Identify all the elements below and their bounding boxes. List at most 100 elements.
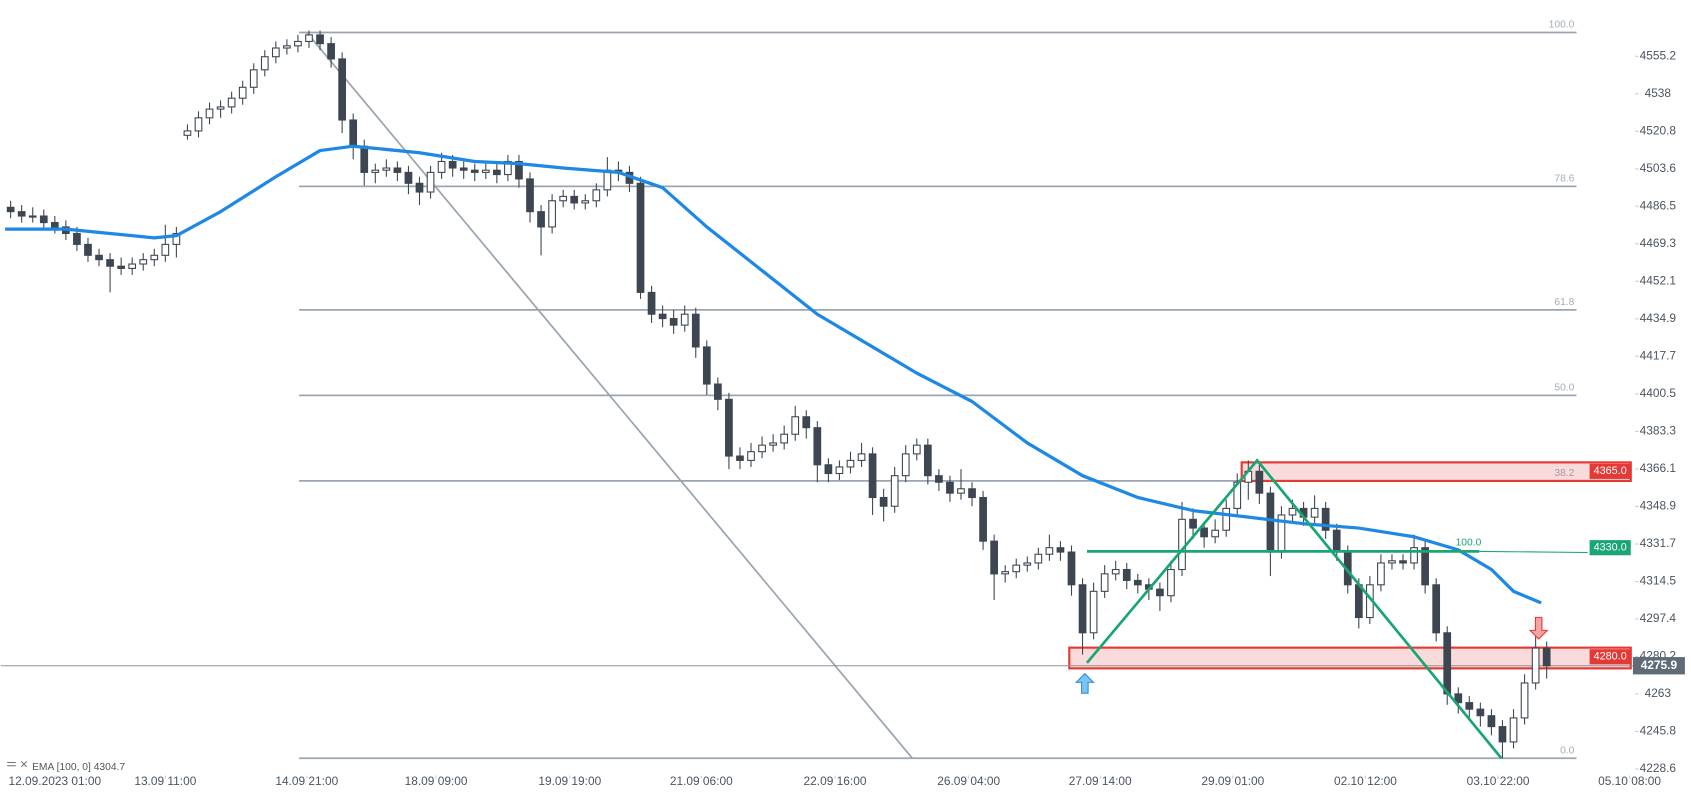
candle-body <box>1288 507 1297 516</box>
candle-body <box>371 169 380 173</box>
candle-body <box>526 178 534 213</box>
candle-body <box>1498 726 1507 743</box>
candle-body <box>515 160 523 180</box>
candle-body <box>680 313 689 326</box>
level-tag-box <box>1589 540 1631 556</box>
candle-body <box>172 232 181 245</box>
candle-body <box>1321 507 1330 531</box>
candle-body <box>327 43 335 60</box>
candle-body <box>791 416 800 435</box>
candle-body <box>824 464 833 475</box>
candle-body <box>747 451 755 461</box>
candle-body <box>128 263 137 269</box>
price-tag-box <box>1632 657 1685 675</box>
candle-body <box>636 182 645 293</box>
y-tick-label: 4417.7 <box>1640 348 1677 362</box>
candle-body <box>393 167 402 173</box>
candle-body <box>205 108 214 119</box>
close-icon[interactable] <box>20 761 28 768</box>
fib-label: 100.0 <box>1549 20 1575 31</box>
x-tick-label: 18.09 09:00 <box>405 774 468 788</box>
candle-body <box>106 259 114 267</box>
candle-body <box>846 459 855 468</box>
fib-label: 0.0 <box>1560 745 1575 756</box>
candle-body <box>1354 584 1363 619</box>
sell-arrow <box>1528 616 1549 640</box>
candle-body <box>780 433 789 444</box>
candle-body <box>968 488 976 499</box>
candle-body <box>183 130 192 136</box>
candle-body <box>470 169 479 173</box>
candle-body <box>1189 518 1197 529</box>
candle-body <box>890 475 899 507</box>
fib-label: 78.6 <box>1554 173 1574 184</box>
candle-body <box>1266 492 1275 553</box>
candle-body <box>1421 547 1429 586</box>
candle-body <box>570 195 579 204</box>
x-tick-label: 12.09.2023 01:00 <box>8 774 101 788</box>
level-line-extension <box>1479 550 1588 554</box>
candle-body <box>84 243 92 256</box>
x-tick-label: 26.09 04:00 <box>937 774 1000 788</box>
candle-body <box>702 346 711 385</box>
x-tick-label: 27.09 14:00 <box>1069 774 1132 788</box>
candle-body <box>294 40 302 47</box>
candle-body <box>559 195 568 202</box>
candle-body <box>459 167 468 171</box>
y-tick-label: 4331.7 <box>1640 536 1677 550</box>
candle-body <box>1122 568 1131 581</box>
zone-tag: 4280.0 <box>1594 651 1627 663</box>
fib-label: 61.8 <box>1554 297 1574 308</box>
candle-body <box>1377 562 1385 586</box>
candle-body <box>537 211 545 228</box>
y-tick-label: 4297.4 <box>1640 611 1677 625</box>
candle-body <box>360 145 369 173</box>
candle-body <box>95 254 103 261</box>
candle-body <box>1542 647 1551 667</box>
candle-body <box>249 69 258 88</box>
legend-icons <box>7 761 28 768</box>
x-tick-label: 03.10 22:00 <box>1467 774 1530 788</box>
candle-body <box>1178 518 1186 571</box>
candle-body <box>504 160 512 176</box>
candle-body <box>691 313 700 348</box>
y-tick-label: 4555.2 <box>1640 48 1677 62</box>
candle-body <box>758 444 766 453</box>
indicator-name: EMA [100, 0] <box>32 762 91 773</box>
candle-body <box>1399 560 1407 564</box>
candle-body <box>227 97 236 108</box>
candle-body <box>1023 562 1032 566</box>
level-label: 100.0 <box>1456 537 1482 548</box>
candle-body <box>238 86 247 99</box>
candle-body <box>1432 584 1441 634</box>
candle-body <box>669 318 678 326</box>
plot: 4555.2 4538 4520.8 4503.6 4486.5 4469.3 4452.1… <box>0 20 1677 788</box>
candle-body <box>1520 682 1529 719</box>
candle-body <box>979 496 987 542</box>
candle-body <box>1443 632 1452 695</box>
candle-body <box>28 215 37 218</box>
candle-body <box>935 475 943 483</box>
candle-body <box>492 169 501 176</box>
candle-body <box>1100 573 1109 592</box>
indicator-legend: EMA [100, 0] 4304.7 <box>32 762 125 773</box>
candle-body <box>1410 547 1418 564</box>
y-tick-label: 4348.9 <box>1640 499 1677 513</box>
candle-body <box>73 232 81 245</box>
candle-body <box>1056 547 1065 553</box>
price-tag: 4275.9 <box>1641 658 1678 672</box>
candle-body <box>548 200 556 228</box>
candle-body <box>194 117 203 132</box>
candle-body <box>946 481 954 494</box>
zone-tag: 4365.0 <box>1594 465 1627 477</box>
candle-body <box>1034 553 1043 564</box>
indicator-value: 4304.7 <box>94 762 126 773</box>
candle-body <box>1487 715 1496 728</box>
candle-body <box>592 189 601 202</box>
candle-body <box>912 444 921 455</box>
y-tick-label: 4383.3 <box>1640 424 1677 438</box>
candle-body <box>1200 527 1208 538</box>
candle-body <box>305 34 313 43</box>
candle-body <box>901 453 910 477</box>
